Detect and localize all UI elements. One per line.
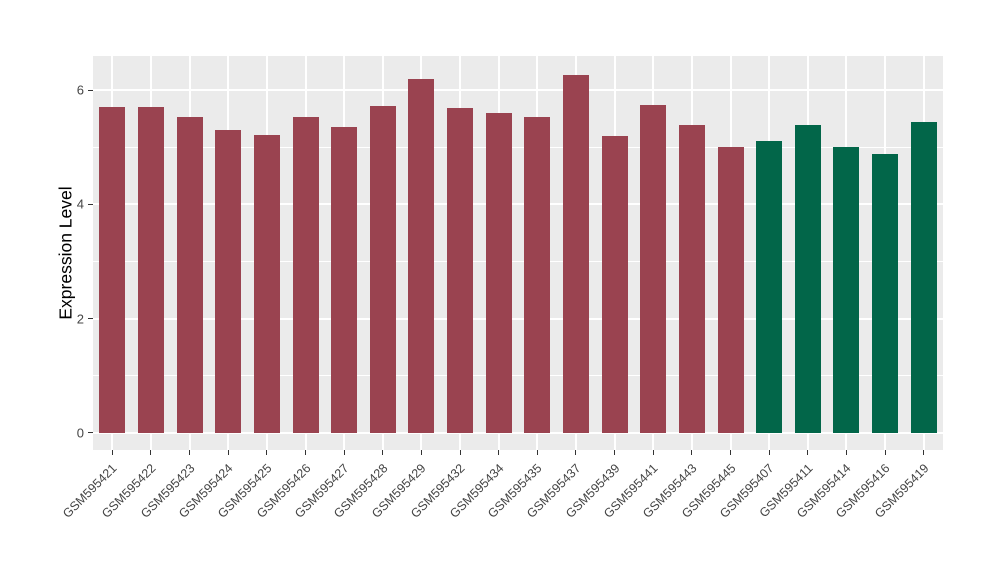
y-tick-label-6: 6 [76, 82, 84, 98]
bar-GSM595425 [253, 134, 280, 433]
y-tick-label-4: 4 [76, 196, 84, 212]
bar-GSM595428 [369, 106, 396, 433]
x-tick-mark-GSM595423 [189, 450, 191, 455]
bar-GSM595424 [215, 130, 242, 433]
bar-GSM595443 [678, 124, 705, 433]
x-tick-mark-GSM595443 [691, 450, 693, 455]
bar-GSM595407 [756, 140, 783, 433]
x-tick-mark-GSM595434 [498, 450, 500, 455]
x-tick-mark-GSM595435 [536, 450, 538, 455]
x-tick-mark-GSM595419 [923, 450, 925, 455]
bar-GSM595429 [408, 79, 435, 433]
bar-GSM595434 [485, 113, 512, 433]
bar-GSM595411 [794, 124, 821, 433]
x-tick-mark-GSM595407 [768, 450, 770, 455]
bar-GSM595423 [176, 117, 203, 433]
x-tick-mark-GSM595424 [227, 450, 229, 455]
x-tick-mark-GSM595414 [845, 450, 847, 455]
bar-GSM595427 [331, 126, 358, 433]
gridline-major-y6 [93, 89, 943, 92]
y-tick-label-0: 0 [76, 425, 84, 441]
x-tick-mark-GSM595445 [730, 450, 731, 455]
y-tick-mark-0 [88, 432, 93, 434]
bar-GSM595422 [137, 107, 164, 433]
gridline-major-y0 [93, 431, 943, 434]
gridline-major-y4 [93, 203, 943, 206]
gridline-minor-y1 [93, 375, 943, 377]
y-tick-label-2: 2 [76, 311, 84, 327]
gridline-minor-y5 [93, 146, 943, 148]
bar-GSM595421 [99, 107, 126, 433]
bar-GSM595432 [447, 107, 474, 433]
y-axis-title: Expression Level [55, 186, 76, 320]
x-tick-mark-GSM595427 [343, 450, 345, 455]
bar-GSM595435 [524, 117, 551, 433]
bar-GSM595445 [717, 146, 744, 433]
x-tick-mark-GSM595429 [420, 450, 422, 455]
bar-GSM595426 [292, 117, 319, 433]
bar-GSM595439 [601, 135, 628, 433]
bar-GSM595414 [833, 147, 860, 433]
bar-GSM595441 [640, 104, 667, 433]
bar-GSM595437 [562, 74, 589, 433]
gridline-minor-y3 [93, 261, 943, 263]
y-tick-mark-2 [88, 318, 93, 320]
x-tick-mark-GSM595416 [884, 450, 886, 455]
x-tick-mark-GSM595425 [266, 450, 268, 455]
x-tick-mark-GSM595411 [807, 450, 809, 455]
gridline-major-y2 [93, 317, 943, 320]
x-tick-mark-GSM595422 [150, 450, 152, 455]
x-tick-mark-GSM595432 [459, 450, 461, 455]
bar-GSM595419 [910, 121, 937, 433]
x-tick-mark-GSM595437 [575, 450, 577, 455]
x-tick-mark-GSM595439 [614, 450, 616, 455]
y-tick-mark-4 [88, 203, 93, 205]
plot-area [93, 56, 943, 450]
y-tick-mark-6 [88, 89, 93, 91]
x-tick-mark-GSM595428 [382, 450, 384, 455]
x-tick-mark-GSM595441 [652, 450, 654, 455]
bar-GSM595416 [872, 153, 899, 433]
x-tick-mark-GSM595421 [111, 450, 113, 455]
x-tick-mark-GSM595426 [305, 450, 306, 455]
